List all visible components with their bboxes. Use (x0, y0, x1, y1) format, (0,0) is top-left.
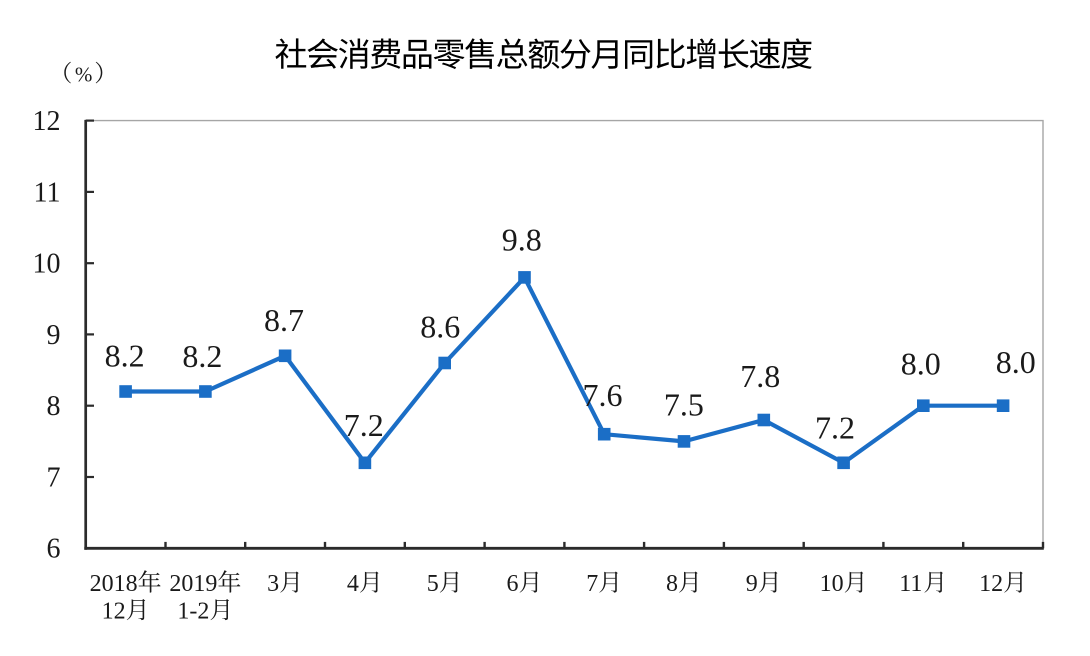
svg-text:8: 8 (47, 391, 61, 422)
svg-text:8.7: 8.7 (264, 302, 304, 338)
svg-text:7.5: 7.5 (664, 386, 704, 422)
svg-text:12: 12 (979, 571, 1003, 597)
svg-text:7.2: 7.2 (344, 407, 384, 443)
svg-text:8: 8 (666, 571, 678, 597)
svg-text:7: 7 (47, 462, 61, 493)
svg-text:12: 12 (33, 106, 61, 137)
svg-text:4: 4 (347, 571, 359, 597)
svg-text:10: 10 (820, 571, 844, 597)
svg-text:8.6: 8.6 (420, 308, 460, 344)
svg-text:11: 11 (899, 571, 922, 597)
svg-text:6: 6 (507, 571, 519, 597)
svg-text:8.2: 8.2 (182, 338, 222, 374)
svg-text:%: % (75, 63, 93, 87)
svg-text:8.0: 8.0 (996, 344, 1036, 380)
svg-text:7: 7 (586, 571, 598, 597)
svg-text:9: 9 (47, 320, 61, 351)
svg-text:1-2: 1-2 (177, 598, 209, 624)
svg-text:10: 10 (33, 249, 61, 280)
svg-text:11: 11 (34, 177, 61, 208)
svg-text:9: 9 (746, 571, 758, 597)
svg-text:7.8: 7.8 (740, 358, 780, 394)
svg-text:8.0: 8.0 (901, 346, 941, 382)
svg-text:8.2: 8.2 (105, 337, 145, 373)
svg-text:7.6: 7.6 (583, 377, 623, 413)
svg-text:3: 3 (267, 571, 279, 597)
svg-text:6: 6 (47, 534, 61, 565)
svg-text:2019: 2019 (169, 571, 217, 597)
svg-text:9.8: 9.8 (502, 222, 542, 258)
svg-text:5: 5 (427, 571, 439, 597)
svg-text:12: 12 (102, 598, 126, 624)
svg-text:2018: 2018 (90, 571, 138, 597)
svg-text:7.2: 7.2 (815, 410, 855, 446)
